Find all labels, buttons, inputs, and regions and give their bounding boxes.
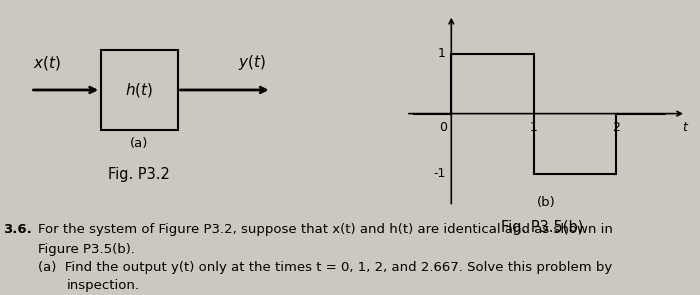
Text: 0: 0 [439, 122, 447, 135]
Text: $h(t)$: $h(t)$ [125, 81, 153, 99]
Text: 1: 1 [530, 122, 538, 135]
Text: (a)  Find the output y(t) only at the times t = 0, 1, 2, and 2.667. Solve this p: (a) Find the output y(t) only at the tim… [38, 261, 612, 274]
Text: Fig. P3.5(b): Fig. P3.5(b) [501, 220, 584, 235]
Text: (b): (b) [537, 196, 555, 209]
Text: -1: -1 [433, 167, 445, 180]
Text: $y(t)$: $y(t)$ [238, 53, 266, 72]
Text: (a): (a) [130, 137, 148, 150]
Text: t: t [682, 122, 687, 135]
Text: For the system of Figure P3.2, suppose that x(t) and h(t) are identical and as s: For the system of Figure P3.2, suppose t… [38, 223, 613, 236]
Bar [101, 50, 178, 130]
Text: Fig. P3.2: Fig. P3.2 [108, 167, 170, 181]
Text: inspection.: inspection. [66, 279, 139, 292]
Text: $x(t)$: $x(t)$ [34, 53, 62, 72]
Text: 3.6.: 3.6. [4, 223, 32, 236]
Text: 1: 1 [438, 47, 445, 60]
Text: 2: 2 [612, 122, 620, 135]
Text: Figure P3.5(b).: Figure P3.5(b). [38, 243, 136, 256]
